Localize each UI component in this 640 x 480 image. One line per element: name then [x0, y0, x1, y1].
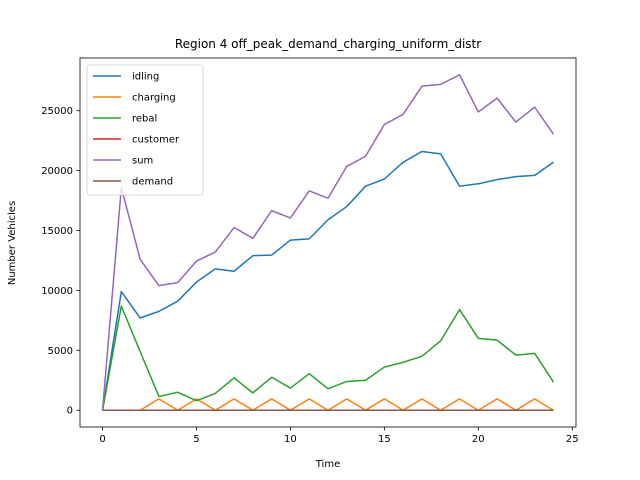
y-axis-label: Number Vehicles	[7, 201, 18, 285]
y-tick-label: 10000	[41, 286, 73, 297]
x-tick-label: 25	[566, 434, 579, 445]
x-tick-label: 10	[284, 434, 297, 445]
series-line-rebal	[101, 305, 555, 411]
legend-label-customer: customer	[132, 135, 180, 146]
plot-area: 0 5 10 15 20 25 0 5000 10000 15000 20000 25000	[41, 57, 579, 445]
x-axis-label: Time	[315, 459, 340, 470]
series-line-charging	[102, 398, 554, 411]
axes-frame	[79, 57, 577, 428]
series-line-idling	[101, 150, 554, 411]
legend-label-idling: idling	[132, 72, 159, 83]
x-tick-label: 15	[378, 434, 391, 445]
legend: idling charging rebal customer sum demand	[86, 64, 204, 196]
legend-label-charging: charging	[132, 93, 176, 104]
legend-label-rebal: rebal	[132, 114, 157, 125]
x-tick-label: 0	[99, 434, 105, 445]
y-tick-label: 5000	[48, 346, 73, 357]
x-tick-label: 20	[472, 434, 485, 445]
y-tick-label: 20000	[41, 166, 73, 177]
x-tick-label: 5	[193, 434, 199, 445]
y-tick-label: 0	[67, 406, 73, 417]
legend-box	[86, 64, 204, 196]
y-tick-label: 15000	[41, 226, 73, 237]
series-line-sum	[101, 74, 555, 411]
y-tick-label: 25000	[41, 106, 73, 117]
legend-label-demand: demand	[132, 177, 173, 188]
chart-title: Region 4 off_peak_demand_charging_unifor…	[175, 37, 481, 51]
legend-label-sum: sum	[132, 156, 153, 167]
